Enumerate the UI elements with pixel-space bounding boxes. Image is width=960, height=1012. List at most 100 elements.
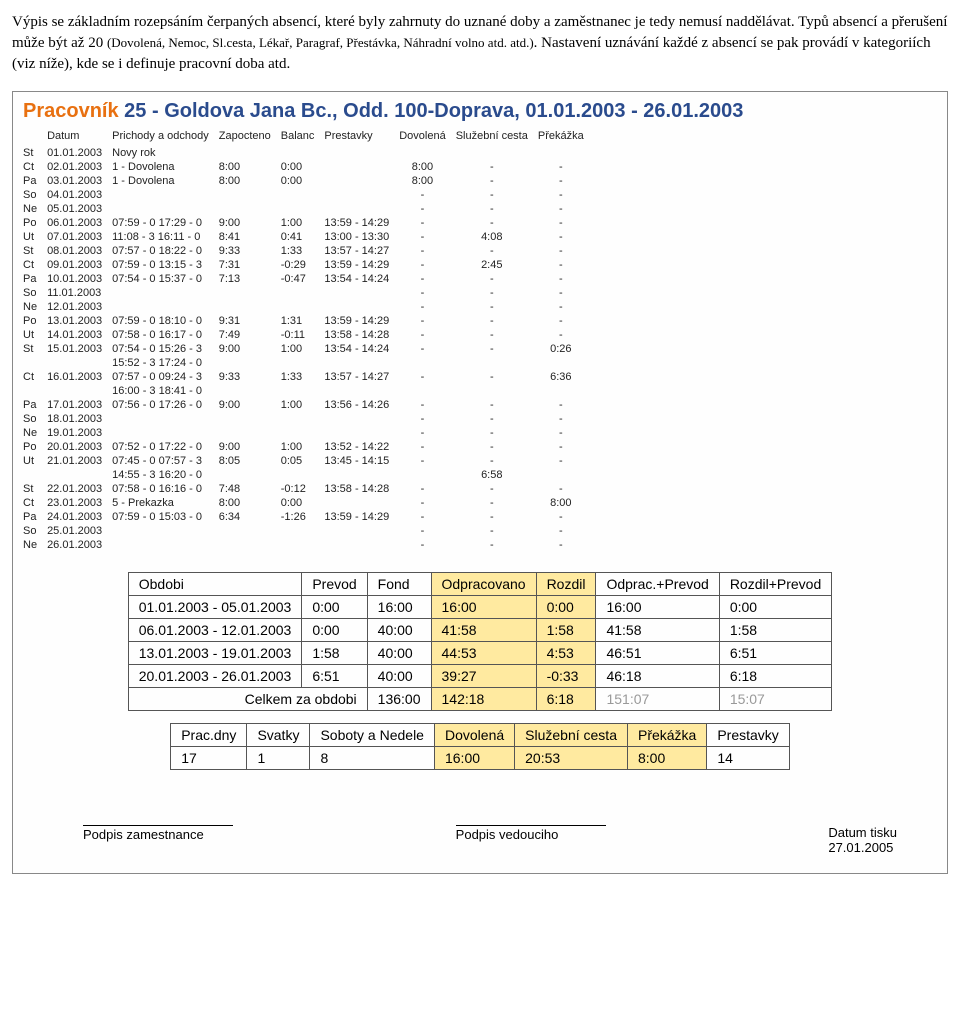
att-cell: 07:59 - 0 15:03 - 0 [112, 510, 219, 524]
att-cell: 07:52 - 0 17:22 - 0 [112, 440, 219, 454]
att-cell: St [23, 146, 47, 160]
att-cell [23, 468, 47, 482]
att-cell: - [456, 174, 538, 188]
summary-cell: 16:00 [431, 596, 536, 619]
att-cell [281, 356, 325, 370]
summary-total-row: Celkem za obdobi136:00142:186:18151:0715… [128, 688, 832, 711]
att-cell: - [538, 258, 594, 272]
att-col-header: Prichody a odchody [112, 129, 219, 146]
att-cell: - [456, 496, 538, 510]
att-cell: 1:00 [281, 342, 325, 356]
att-cell: 07:58 - 0 16:17 - 0 [112, 328, 219, 342]
att-cell: 17.01.2003 [47, 398, 112, 412]
att-cell [324, 468, 399, 482]
att-cell: 16.01.2003 [47, 370, 112, 384]
att-cell [324, 356, 399, 370]
att-cell [456, 384, 538, 398]
att-cell: 13:45 - 14:15 [324, 454, 399, 468]
att-cell [324, 202, 399, 216]
summary-cell: 16:00 [367, 596, 431, 619]
att-cell: Pa [23, 272, 47, 286]
att-cell: 15.01.2003 [47, 342, 112, 356]
att-cell: - [538, 398, 594, 412]
att-cell: St [23, 244, 47, 258]
att-cell: -1:26 [281, 510, 325, 524]
att-cell: 11:08 - 3 16:11 - 0 [112, 230, 219, 244]
att-cell: - [456, 398, 538, 412]
att-cell: Ut [23, 230, 47, 244]
table-row: Ut14.01.200307:58 - 0 16:17 - 07:49-0:11… [23, 328, 594, 342]
att-cell: - [399, 188, 455, 202]
summary-cell: 44:53 [431, 642, 536, 665]
att-cell: 13.01.2003 [47, 314, 112, 328]
table-row: So25.01.2003--- [23, 524, 594, 538]
att-cell: - [538, 300, 594, 314]
table-row: Pa10.01.200307:54 - 0 15:37 - 07:13-0:47… [23, 272, 594, 286]
att-cell: - [399, 216, 455, 230]
att-cell [219, 524, 281, 538]
att-cell [23, 384, 47, 398]
table-row: So04.01.2003--- [23, 188, 594, 202]
summary-cell: 4:53 [536, 642, 596, 665]
att-cell: - [456, 328, 538, 342]
att-cell: - [538, 314, 594, 328]
table-row: 171816:0020:538:0014 [171, 747, 790, 770]
att-cell: Ne [23, 202, 47, 216]
att-cell: 18.01.2003 [47, 412, 112, 426]
att-cell: 2:45 [456, 258, 538, 272]
table-row: Ct23.01.20035 - Prekazka8:000:00--8:00 [23, 496, 594, 510]
att-cell: - [538, 244, 594, 258]
att-cell: 13:00 - 13:30 [324, 230, 399, 244]
att-cell [219, 384, 281, 398]
att-cell [324, 146, 399, 160]
table-row: So18.01.2003--- [23, 412, 594, 426]
att-cell: 07:57 - 0 09:24 - 3 [112, 370, 219, 384]
summary-total-cell: 6:18 [536, 688, 596, 711]
att-cell: 07:54 - 0 15:26 - 3 [112, 342, 219, 356]
att-cell: Ne [23, 538, 47, 552]
att-cell: - [399, 244, 455, 258]
att-cell: 24.01.2003 [47, 510, 112, 524]
att-cell: - [456, 482, 538, 496]
att-cell [324, 384, 399, 398]
small-cell: 14 [707, 747, 789, 770]
att-cell: 23.01.2003 [47, 496, 112, 510]
summary-cell: 40:00 [367, 665, 431, 688]
table-row: 20.01.2003 - 26.01.20036:5140:0039:27-0:… [128, 665, 832, 688]
att-cell: 0:41 [281, 230, 325, 244]
summary-cell: 06.01.2003 - 12.01.2003 [128, 619, 302, 642]
att-cell: So [23, 412, 47, 426]
att-cell [324, 412, 399, 426]
table-row: St15.01.200307:54 - 0 15:26 - 39:001:001… [23, 342, 594, 356]
table-row: Pa17.01.200307:56 - 0 17:26 - 09:001:001… [23, 398, 594, 412]
att-cell: - [538, 230, 594, 244]
att-cell: 07:58 - 0 16:16 - 0 [112, 482, 219, 496]
att-cell: 9:33 [219, 244, 281, 258]
att-col-header: Prestavky [324, 129, 399, 146]
att-cell [219, 412, 281, 426]
att-cell [219, 538, 281, 552]
att-cell [324, 538, 399, 552]
att-cell: 1:33 [281, 370, 325, 384]
summary-cell: 1:58 [719, 619, 831, 642]
att-cell [399, 384, 455, 398]
att-cell: - [456, 524, 538, 538]
att-cell: 8:41 [219, 230, 281, 244]
att-cell: 4:08 [456, 230, 538, 244]
att-cell: 04.01.2003 [47, 188, 112, 202]
att-cell: 0:05 [281, 454, 325, 468]
att-cell: 1:31 [281, 314, 325, 328]
att-cell: 20.01.2003 [47, 440, 112, 454]
att-cell: 13:54 - 14:24 [324, 342, 399, 356]
att-cell: - [538, 286, 594, 300]
summary-cell: 1:58 [536, 619, 596, 642]
att-cell: 0:00 [281, 174, 325, 188]
att-cell [281, 384, 325, 398]
summary-cell: 0:00 [719, 596, 831, 619]
att-cell: 12.01.2003 [47, 300, 112, 314]
att-cell: 10.01.2003 [47, 272, 112, 286]
att-cell [219, 202, 281, 216]
summary-cell: 41:58 [596, 619, 719, 642]
att-cell: - [399, 496, 455, 510]
table-row: So11.01.2003--- [23, 286, 594, 300]
